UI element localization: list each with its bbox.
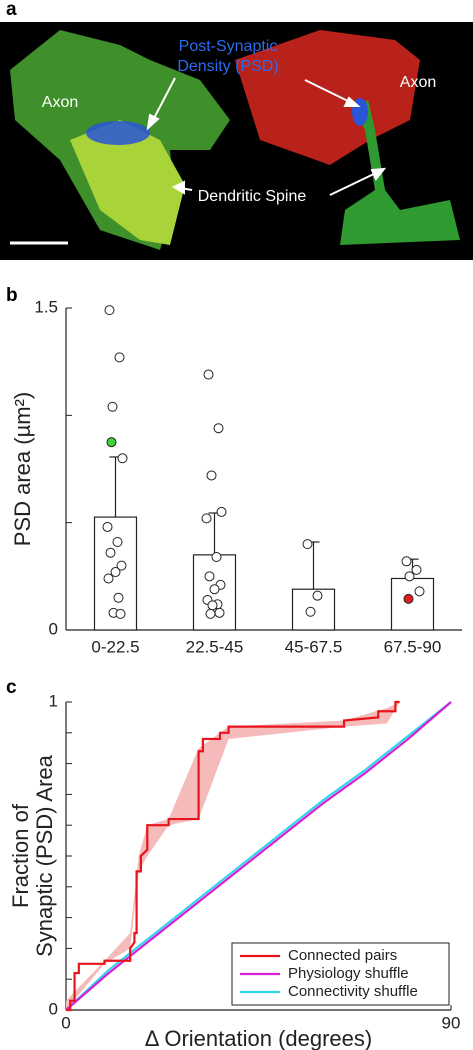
annotation: Post-Synaptic [179,38,278,55]
data-point [201,513,212,524]
x-axis-label: Δ Orientation (degrees) [145,1026,372,1050]
data-point [411,564,422,575]
data-point [204,571,215,582]
y-axis-label: Fraction of [8,803,33,908]
y-tick-label: 0 [49,999,58,1018]
data-point [115,608,126,619]
data-point [214,607,225,618]
data-point [305,606,316,617]
x-tick-label: 90 [442,1013,461,1032]
data-point [102,521,113,532]
data-point [207,600,218,611]
x-tick-label: 67.5-90 [384,637,442,656]
legend-label: Physiology shuffle [288,965,409,982]
panel-label: c [6,677,17,698]
data-point [312,590,323,601]
data-point [209,584,220,595]
x-tick-label: 0-22.5 [91,637,139,656]
annotation: Axon [400,74,436,91]
data-point [211,552,222,563]
data-point [104,305,115,316]
series-line [66,700,400,1012]
y-axis-label: PSD area (µm²) [10,392,35,546]
annotation: Density (PSD) [177,58,278,75]
error-bar [307,541,320,590]
legend-label: Connectivity shuffle [288,983,418,1000]
annotation: Axon [42,94,78,111]
panel-label: a [6,0,17,20]
annotation: Dendritic Spine [198,188,307,205]
y-axis-label: Synaptic (PSD) Area [32,754,57,957]
data-point [302,539,313,550]
data-point [103,573,114,584]
data-point [213,423,224,434]
micrograph: Post-Synaptic Density (PSD) Axon Axon De… [0,22,473,260]
data-point [114,352,125,363]
data-point [105,547,116,558]
data-point [110,567,121,578]
error-bar [109,456,122,518]
data-point [216,506,227,517]
highlighted-point [106,437,117,448]
data-point [401,556,412,567]
x-tick-label: 0 [61,1013,70,1032]
data-point [113,592,124,603]
data-point [206,470,217,481]
x-tick-label: 22.5-45 [186,637,244,656]
data-point [414,586,425,597]
data-point [112,536,123,547]
data-point [116,560,127,571]
y-tick-label: 1 [49,691,58,710]
data-point [404,571,415,582]
y-tick-label: 1.5 [34,297,58,316]
data-point [117,453,128,464]
y-tick-label: 0 [49,619,58,638]
data-point [107,401,118,412]
bar [390,577,435,631]
data-point [203,369,214,380]
highlighted-point [403,593,414,604]
legend-label: Connected pairs [288,947,397,964]
panel-label: b [6,285,18,306]
x-tick-label: 45-67.5 [285,637,343,656]
data-point [205,608,216,619]
